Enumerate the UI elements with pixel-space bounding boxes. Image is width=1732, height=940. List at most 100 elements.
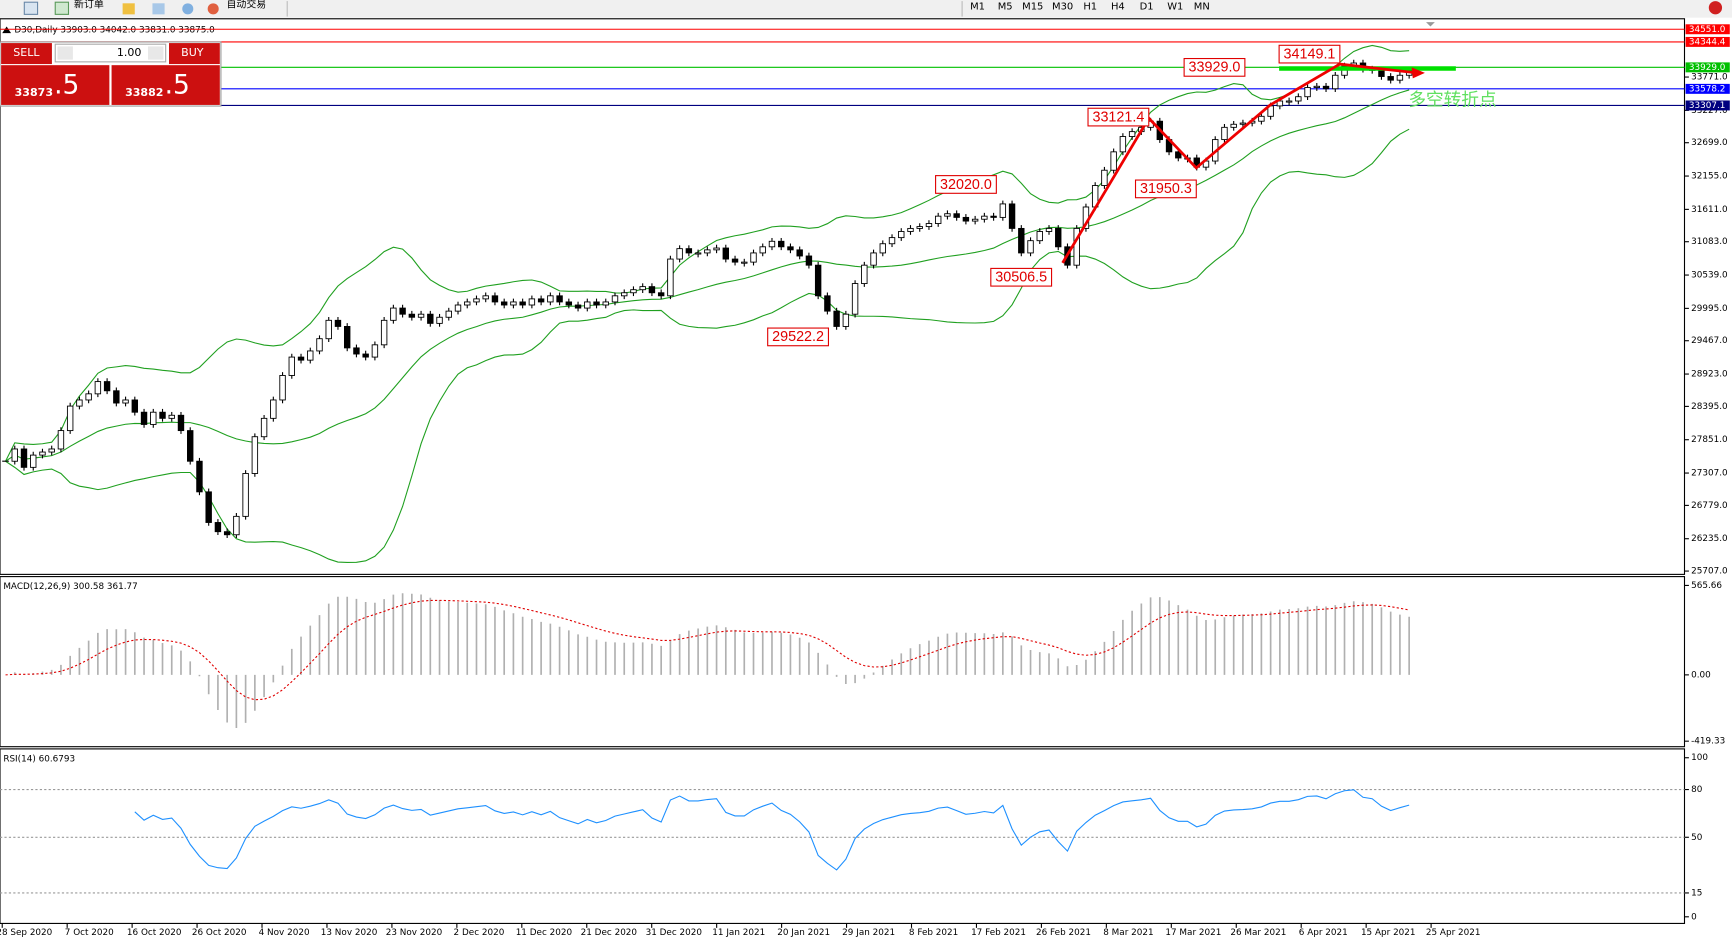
annotation-box bbox=[1087, 107, 1150, 127]
x-tick-label: 8 Feb 2021 bbox=[909, 928, 958, 938]
y-tick-label: 28923.0 bbox=[1691, 370, 1728, 380]
candle-body bbox=[1073, 227, 1080, 266]
candle-body bbox=[1055, 227, 1062, 248]
toolbar bbox=[0, 0, 1732, 18]
candle-body bbox=[380, 319, 388, 346]
candle-body bbox=[574, 304, 582, 309]
x-tick-label: 4 Nov 2020 bbox=[259, 928, 310, 938]
rsi-tick-label: 80 bbox=[1691, 785, 1703, 795]
candle-body bbox=[140, 411, 148, 425]
buy-label[interactable]: BUY bbox=[181, 46, 204, 59]
timeframe-button[interactable]: M1 bbox=[970, 2, 985, 13]
macd-title: MACD(12,26,9) 300.58 361.77 bbox=[3, 582, 137, 592]
rsi-tick-label: 15 bbox=[1691, 888, 1702, 898]
new-order[interactable]: 新订单 bbox=[74, 0, 104, 10]
candle-body bbox=[851, 283, 859, 315]
annotation-box bbox=[1278, 44, 1341, 64]
timeframe-button[interactable]: M30 bbox=[1052, 2, 1073, 13]
x-tick-label: 11 Jan 2021 bbox=[712, 928, 765, 938]
auto-trading[interactable]: 自动交易 bbox=[226, 0, 266, 10]
annotation-label: 29522.2 bbox=[772, 329, 824, 345]
x-tick-label: 13 Nov 2020 bbox=[321, 928, 378, 938]
candle-body bbox=[325, 319, 332, 340]
candle-body bbox=[159, 411, 166, 419]
candle-body bbox=[1396, 74, 1404, 81]
lot-input[interactable] bbox=[54, 43, 167, 63]
candle-body bbox=[297, 356, 305, 361]
candle-body bbox=[417, 313, 425, 318]
y-tick-label: 29467.0 bbox=[1691, 336, 1728, 346]
timeframe-button[interactable]: H1 bbox=[1083, 2, 1097, 13]
candle-body bbox=[187, 430, 194, 462]
candle-body bbox=[1239, 122, 1247, 125]
candle-body bbox=[842, 313, 850, 327]
timeframe-button[interactable]: MN bbox=[1194, 2, 1210, 13]
lot-value[interactable]: 1.00 bbox=[117, 46, 142, 59]
auto-trading-icon[interactable] bbox=[207, 3, 219, 15]
candle-body bbox=[944, 213, 951, 217]
candle-body bbox=[168, 414, 175, 419]
x-tick-label: 6 Apr 2021 bbox=[1299, 928, 1348, 938]
annotation-box bbox=[935, 175, 997, 194]
candle-body bbox=[445, 310, 452, 318]
candle-body bbox=[1110, 151, 1117, 171]
candle-body bbox=[39, 451, 46, 456]
sell-button[interactable] bbox=[1, 43, 52, 65]
timeframe-button[interactable]: M5 bbox=[998, 2, 1013, 13]
candle-body bbox=[971, 218, 979, 222]
x-tick-label: 25 Apr 2021 bbox=[1426, 928, 1481, 938]
timeframe-button[interactable]: W1 bbox=[1167, 2, 1183, 13]
candle-body bbox=[251, 436, 259, 474]
candle-body bbox=[196, 460, 203, 493]
timeframe-button[interactable]: D1 bbox=[1140, 2, 1154, 13]
candle-body bbox=[1128, 131, 1136, 137]
x-tick-label: 26 Feb 2021 bbox=[1036, 928, 1091, 938]
x-tick-label: 20 Jan 2021 bbox=[777, 928, 830, 938]
candle-body bbox=[279, 375, 286, 401]
candle-body bbox=[464, 301, 471, 306]
candle-body bbox=[796, 249, 803, 257]
ask-box[interactable] bbox=[111, 65, 220, 105]
candle-body bbox=[1036, 231, 1043, 242]
candle-body bbox=[307, 350, 314, 361]
sell-label[interactable]: SELL bbox=[13, 46, 40, 59]
bid-box[interactable] bbox=[1, 65, 110, 105]
candle-body bbox=[260, 417, 268, 438]
candle-body bbox=[1304, 87, 1311, 98]
candle-body bbox=[630, 289, 637, 294]
drawings bbox=[1061, 62, 1456, 264]
candle-body bbox=[1332, 74, 1339, 90]
new-order-icon[interactable] bbox=[54, 1, 70, 15]
icon bbox=[182, 3, 194, 15]
candle-body bbox=[491, 295, 499, 303]
candle-body bbox=[500, 301, 508, 306]
candle-body bbox=[122, 399, 129, 404]
candle-body bbox=[556, 295, 563, 303]
x-tick-label: 23 Nov 2020 bbox=[386, 928, 443, 938]
candle-body bbox=[1313, 85, 1321, 88]
buy-button[interactable] bbox=[169, 43, 220, 65]
candle-body bbox=[1258, 115, 1265, 122]
x-tick-label: 29 Jan 2021 bbox=[842, 928, 895, 938]
candle-body bbox=[390, 307, 397, 321]
candle-body bbox=[824, 295, 831, 312]
y-tick-label: 28395.0 bbox=[1691, 402, 1728, 412]
x-tick-label: 28 Sep 2020 bbox=[0, 928, 53, 938]
rsi-pane bbox=[0, 748, 1686, 924]
candle-body bbox=[584, 301, 591, 309]
candle-body bbox=[648, 286, 656, 294]
lot-up[interactable] bbox=[148, 46, 164, 60]
timeframe-button[interactable]: M15 bbox=[1022, 2, 1043, 13]
lot-down[interactable] bbox=[57, 46, 73, 60]
candle-body bbox=[1101, 169, 1108, 186]
candle-body bbox=[66, 405, 74, 432]
bollinger-band bbox=[5, 44, 1410, 462]
x-tick-label: 21 Dec 2020 bbox=[581, 928, 638, 938]
timeframe-button[interactable]: H4 bbox=[1111, 2, 1125, 13]
candle-body bbox=[981, 215, 988, 220]
y-tick-label: 31083.0 bbox=[1691, 237, 1728, 247]
candle-body bbox=[223, 531, 231, 536]
y-tick-label: 26235.0 bbox=[1691, 534, 1728, 544]
y-tick-label: 27851.0 bbox=[1691, 435, 1728, 445]
candle-body bbox=[778, 240, 785, 248]
